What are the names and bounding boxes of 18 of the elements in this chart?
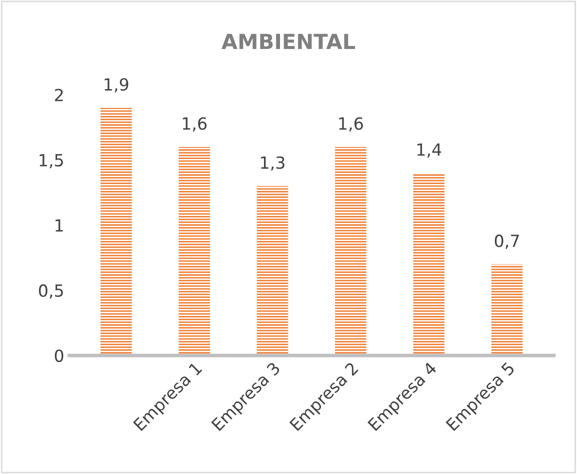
data-label: 1,9 bbox=[104, 78, 128, 92]
data-label: 1,6 bbox=[339, 117, 363, 132]
data-label: 1,4 bbox=[417, 144, 442, 158]
bar bbox=[413, 173, 444, 356]
y-tick-label: 1 bbox=[56, 219, 63, 232]
bar bbox=[178, 146, 210, 356]
y-tick-label: 2 bbox=[54, 88, 63, 102]
data-label: 1,3 bbox=[261, 156, 284, 171]
chart-title: AMBIENTAL bbox=[222, 34, 356, 50]
bar bbox=[335, 146, 366, 356]
data-label: 1,6 bbox=[182, 117, 207, 132]
bar bbox=[491, 264, 523, 356]
data-label: 0,7 bbox=[494, 234, 519, 249]
bar bbox=[100, 108, 132, 356]
y-tick-label: 0,5 bbox=[38, 284, 63, 299]
y-tick-label: 0 bbox=[54, 349, 64, 362]
bar bbox=[256, 186, 288, 356]
y-tick-label: 1,5 bbox=[40, 154, 63, 168]
